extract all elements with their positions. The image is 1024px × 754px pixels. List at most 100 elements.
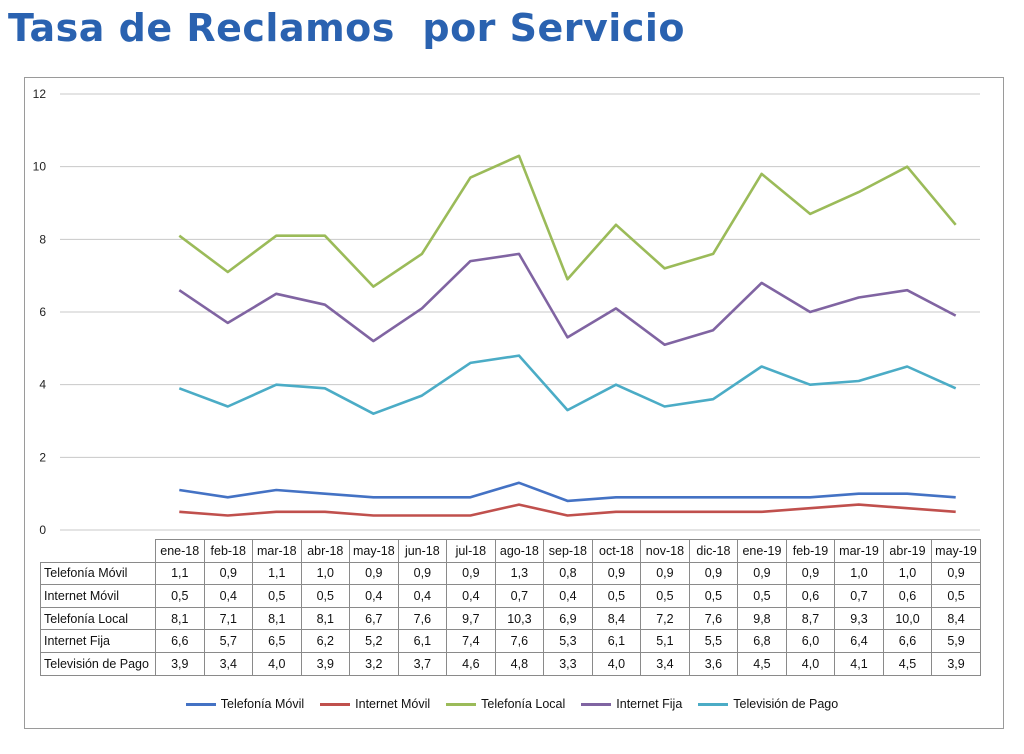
- table-cell: 0,6: [785, 584, 836, 608]
- data-table: ene-18 feb-18 mar-18 abr-18 may-18 jun-18 jul-…: [40, 539, 981, 676]
- table-row-label: Telefonía Local: [40, 606, 156, 631]
- x-category-label: may-18: [349, 539, 399, 563]
- table-cell: 7,6: [494, 629, 545, 653]
- gridlines: [60, 93, 980, 531]
- table-cell: 6,0: [785, 629, 836, 653]
- table-cell: 0,7: [494, 584, 545, 608]
- table-cell: 3,3: [543, 651, 593, 676]
- table-cell: 7,4: [446, 629, 496, 653]
- legend-label: Televisión de Pago: [733, 697, 839, 711]
- legend-item: Telefonía Móvil: [185, 697, 305, 711]
- table-cell: 0,9: [446, 561, 496, 586]
- table-cell: 3,7: [397, 651, 448, 676]
- table-cell: 0,5: [737, 584, 787, 608]
- table-row-label: Televisión de Pago: [40, 651, 156, 676]
- table-cell: 5,9: [931, 629, 981, 653]
- x-category-label: feb-18: [203, 539, 254, 563]
- table-cell: 0,4: [446, 584, 496, 608]
- table-row: Telefonía Local 8,1 7,1 8,1 8,1 6,7 7,6 9,7 10,3…: [40, 606, 981, 631]
- table-cell: 1,1: [155, 561, 205, 586]
- table-cell: 0,7: [834, 584, 884, 608]
- table-cell: 5,2: [349, 629, 399, 653]
- table-cell: 0,9: [591, 561, 642, 586]
- table-cell: 9,3: [834, 606, 884, 631]
- table-cell: 5,3: [543, 629, 593, 653]
- legend-item: Internet Móvil: [320, 697, 430, 711]
- table-row-label: Telefonía Móvil: [40, 561, 156, 586]
- y-tick-label: 10: [33, 160, 47, 174]
- table-cell: 7,2: [640, 606, 690, 631]
- table-cell: 3,4: [203, 651, 254, 676]
- y-tick-label: 0: [39, 523, 46, 537]
- legend: Telefonía Móvil Internet Móvil Telefonía L…: [0, 697, 1024, 711]
- y-tick-label: 4: [39, 378, 46, 392]
- table-cell: 6,6: [155, 629, 205, 653]
- table-row: Televisión de Pago 3,9 3,4 4,0 3,9 3,2 3,7 4,6 4…: [40, 651, 981, 676]
- y-tick-label: 6: [39, 305, 46, 319]
- table-cell: 0,5: [252, 584, 302, 608]
- table-cell: 6,9: [543, 606, 593, 631]
- legend-item: Televisión de Pago: [698, 697, 838, 711]
- x-category-label: jul-18: [446, 539, 496, 563]
- table-cell: 4,1: [834, 651, 884, 676]
- table-cell: 4,0: [591, 651, 642, 676]
- x-category-label: feb-19: [785, 539, 836, 563]
- table-cell: 8,1: [252, 606, 302, 631]
- legend-label: Telefonía Local: [481, 697, 566, 711]
- x-category-label: mar-18: [252, 539, 302, 563]
- table-cell: 6,7: [349, 606, 399, 631]
- table-cell: 5,5: [688, 629, 739, 653]
- table-cell: 7,6: [688, 606, 739, 631]
- table-row: Internet Fija 6,6 5,7 6,5 6,2 5,2 6,1 7,4 7,6 5,3…: [40, 629, 981, 653]
- table-cell: 6,2: [300, 629, 351, 653]
- table-row-label: Internet Móvil: [40, 584, 156, 608]
- table-header-row: ene-18 feb-18 mar-18 abr-18 may-18 jun-18 jul-…: [40, 539, 981, 563]
- table-cell: 0,9: [640, 561, 690, 586]
- x-category-label: abr-19: [882, 539, 933, 563]
- table-cell: 0,9: [785, 561, 836, 586]
- series-line: [179, 481, 956, 503]
- y-tick-label: 2: [39, 450, 46, 464]
- table-cell: 0,5: [931, 584, 981, 608]
- table-cell: 3,4: [640, 651, 690, 676]
- table-cell: 4,0: [785, 651, 836, 676]
- table-row-label: Internet Fija: [40, 629, 156, 653]
- table-cell: 0,5: [688, 584, 739, 608]
- table-cell: 0,5: [300, 584, 351, 608]
- legend-swatch: [581, 702, 612, 706]
- table-corner-cell: [40, 539, 156, 563]
- x-category-label: jun-18: [397, 539, 448, 563]
- x-category-label: sep-18: [543, 539, 593, 563]
- table-cell: 10,0: [882, 606, 933, 631]
- x-category-label: ene-19: [737, 539, 787, 563]
- table-cell: 4,0: [252, 651, 302, 676]
- table-cell: 0,4: [397, 584, 448, 608]
- legend-item: Telefonía Local: [446, 697, 565, 711]
- table-cell: 0,5: [640, 584, 690, 608]
- series-line: [178, 252, 957, 347]
- table-cell: 6,4: [834, 629, 884, 653]
- series-line: [179, 503, 956, 517]
- table-cell: 0,4: [203, 584, 254, 608]
- table-cell: 5,1: [640, 629, 690, 653]
- table-cell: 0,9: [931, 561, 981, 586]
- table-cell: 1,0: [834, 561, 884, 586]
- table-cell: 8,1: [155, 606, 205, 631]
- series-line: [178, 154, 957, 288]
- series-lines: [178, 154, 957, 517]
- legend-label: Telefonía Móvil: [220, 697, 305, 711]
- legend-label: Internet Móvil: [355, 697, 431, 711]
- y-axis-tick-labels: 0 2 4 6 8 10 12: [33, 87, 47, 537]
- table-cell: 9,8: [737, 606, 787, 631]
- table-cell: 8,4: [931, 606, 981, 631]
- table-cell: 4,5: [737, 651, 787, 676]
- table-cell: 0,9: [397, 561, 448, 586]
- legend-swatch: [446, 702, 477, 706]
- table-cell: 6,6: [882, 629, 933, 653]
- table-cell: 1,0: [300, 561, 351, 586]
- table-row: Telefonía Móvil 1,1 0,9 1,1 1,0 0,9 0,9 0,9 1,3 0…: [40, 561, 981, 586]
- table-cell: 8,1: [300, 606, 351, 631]
- x-category-label: nov-18: [640, 539, 690, 563]
- x-category-label: mar-19: [834, 539, 884, 563]
